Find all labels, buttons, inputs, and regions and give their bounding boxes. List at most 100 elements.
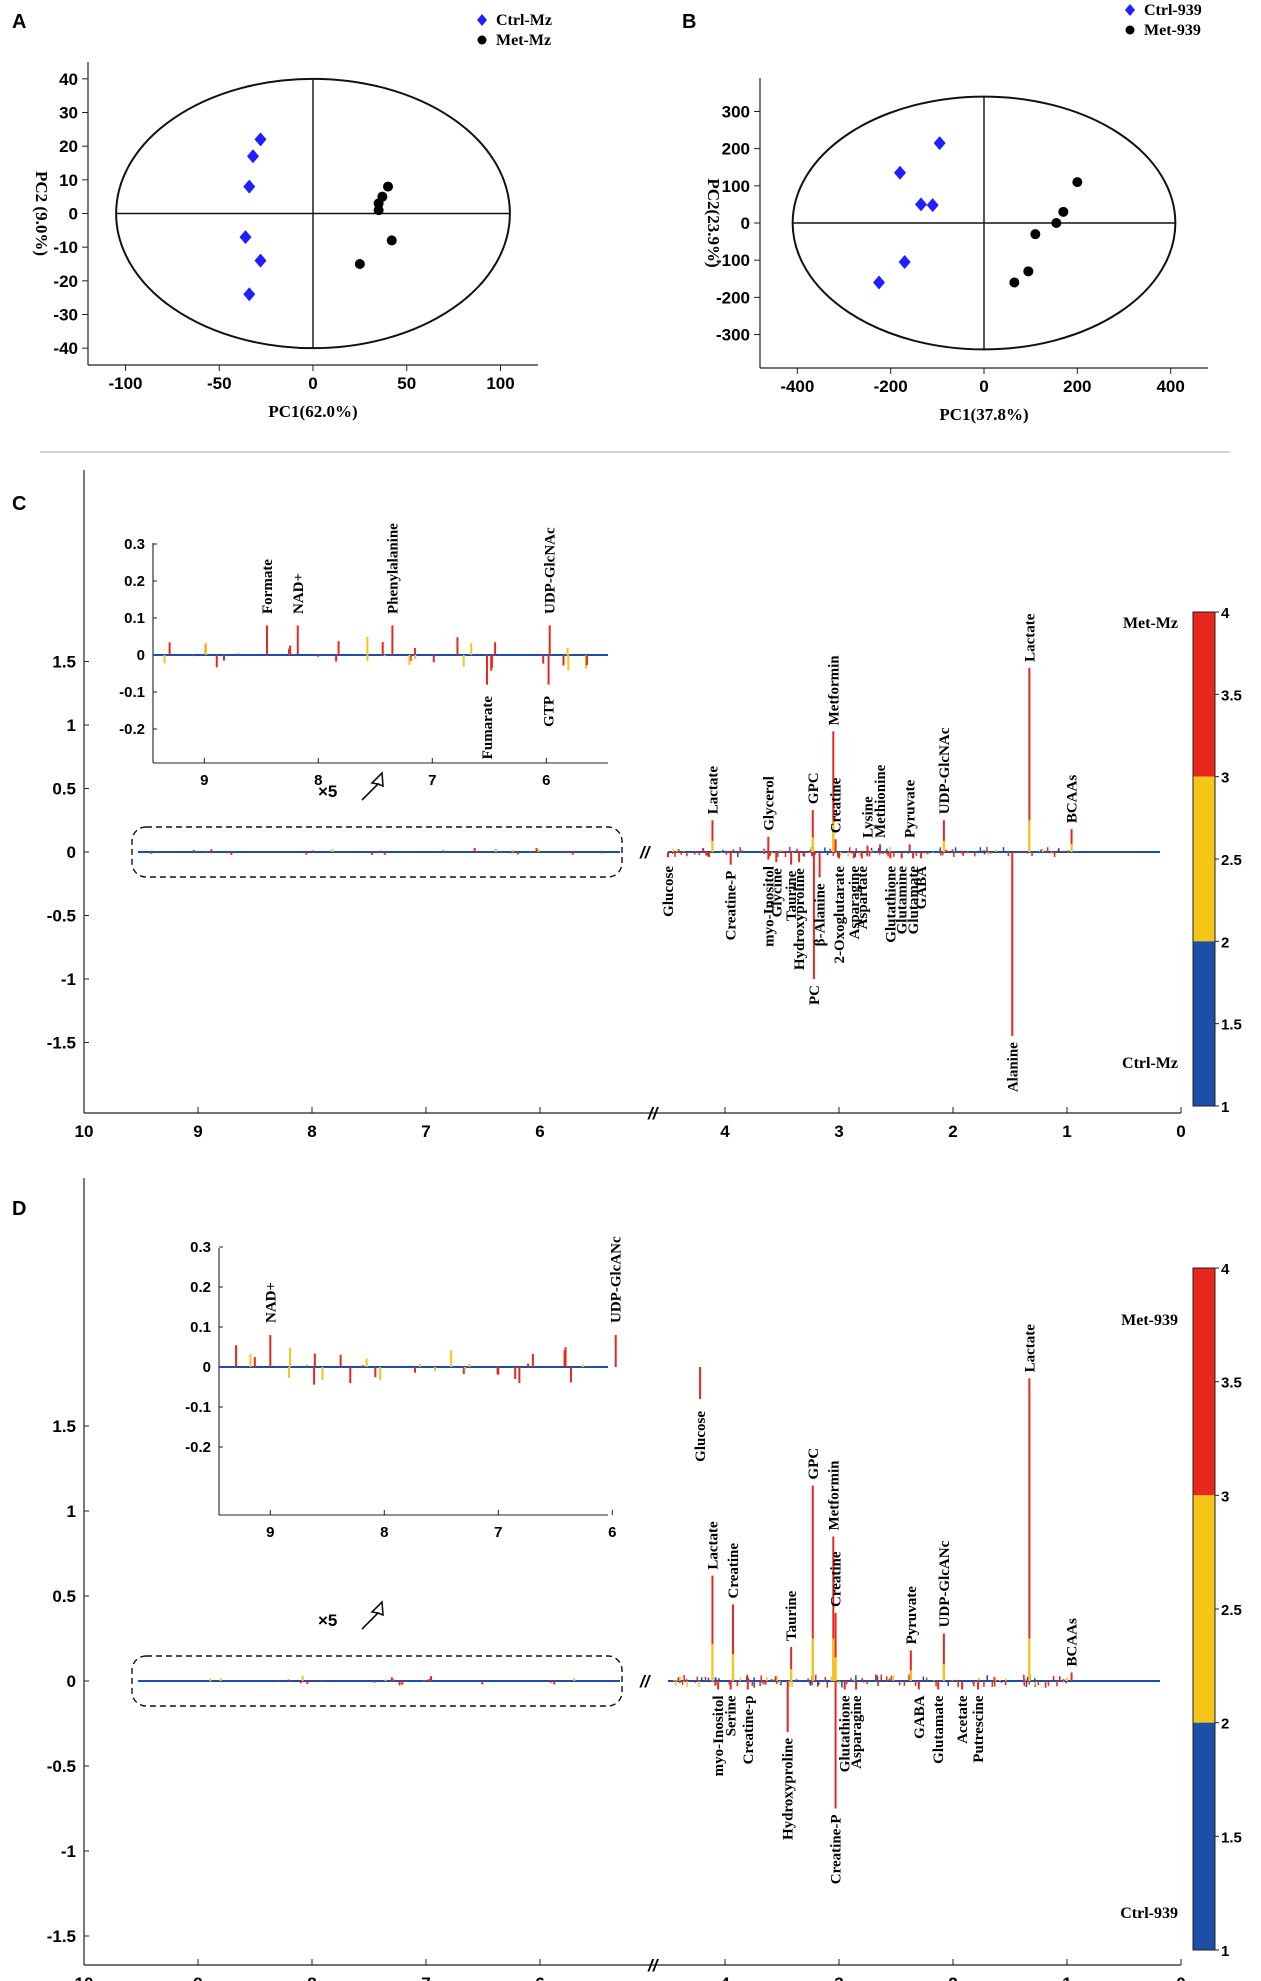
metabolite-label: Metformin (826, 655, 842, 726)
metabolite-label: Glutathione (838, 1695, 854, 1772)
y-tick-label: 40 (59, 70, 78, 89)
magnification-arrow-icon (361, 1600, 384, 1630)
data-point-Met-939 (1009, 277, 1020, 288)
panel-letter: B (682, 11, 696, 33)
inset-y-tick-label: -0.1 (185, 1399, 211, 1416)
x-tick-label: 9 (193, 1974, 202, 1981)
metabolite-label: 2-Oxoglutarate (832, 866, 848, 964)
x-tick-label: -200 (874, 377, 908, 396)
data-point-Ctrl-939 (933, 136, 946, 151)
x-tick-label: 0 (308, 374, 317, 393)
panel-letter: A (12, 11, 26, 33)
magnified-region-box (131, 826, 623, 878)
legend-B: Ctrl-939 Met-939 (1125, 2, 1202, 39)
axis-break-mark: // (647, 1104, 660, 1123)
x-tick-label: 7 (421, 1122, 430, 1141)
y-tick-label: -0.5 (47, 907, 76, 926)
colorbar-tick-label: 1.5 (1221, 1017, 1242, 1034)
y-tick-label: -0.5 (47, 1757, 76, 1776)
metabolite-label: Glutamate (931, 1695, 947, 1764)
x-tick-label: 7 (421, 1974, 430, 1981)
metabolite-label: Putrescine (971, 1695, 987, 1763)
x-tick-label: -400 (780, 377, 814, 396)
inset-x-tick-label: 9 (266, 1524, 274, 1541)
group-label-bottom: Ctrl-Mz (1122, 1055, 1178, 1072)
metabolite-label: Asparagine (847, 866, 863, 940)
data-point-Ctrl-Mz (254, 132, 267, 147)
colorbar-segment (1193, 941, 1215, 1106)
x-tick-label: 8 (307, 1122, 316, 1141)
metabolite-label: myo-Inositol (761, 866, 777, 947)
inset-metabolite-label: NAD+ (291, 573, 307, 614)
inset-y-tick-label: 0.3 (190, 1239, 211, 1256)
legend-marker (477, 14, 487, 26)
colorbar-tick-label: 3 (1221, 770, 1229, 787)
metabolite-label: Pyruvate (903, 779, 919, 838)
panel-letter: C (12, 493, 26, 515)
data-point-Ctrl-939 (915, 197, 927, 212)
metabolite-label: Lactate (1022, 1324, 1038, 1373)
y-tick-label: -20 (53, 272, 78, 291)
legend-A: Ctrl-Mz Met-Mz (477, 12, 552, 49)
y-tick-label: 100 (722, 177, 750, 196)
colorbar-segment (1193, 776, 1215, 942)
metabolite-label: Lactate (705, 766, 721, 815)
legend-label: Ctrl-939 (1144, 2, 1202, 19)
group-label-bottom: Ctrl-939 (1120, 1905, 1178, 1922)
x-tick-label: 0 (979, 377, 988, 396)
x-tick-label: 10 (75, 1974, 94, 1981)
metabolite-label: Creatine-P (724, 871, 740, 941)
inset-x-tick-label: 7 (428, 772, 436, 789)
x-tick-label: 1 (1062, 1974, 1071, 1981)
axis-break-mark: // (639, 1672, 652, 1691)
colorbar-tick-label: 3 (1221, 1488, 1229, 1505)
y-tick-label: 0 (67, 843, 76, 862)
metabolite-label: Glutamine (895, 866, 911, 935)
metabolite-label: Lysine (861, 796, 877, 838)
inset-y-tick-label: 0 (203, 1359, 211, 1376)
inset-x-tick-label: 9 (200, 772, 208, 789)
metabolite-label: Creatine-p (741, 1696, 757, 1765)
x-tick-label: -50 (207, 374, 232, 393)
colorbar-segment (1193, 612, 1215, 777)
x-tick-label: 0 (1176, 1122, 1185, 1141)
data-point-Ctrl-939 (894, 165, 906, 180)
inset-x-tick-label: 7 (494, 1524, 502, 1541)
colorbar-tick-label: 1 (1221, 1099, 1229, 1116)
metabolite-label: Glutamate (906, 866, 922, 935)
data-point-Ctrl-Mz (243, 287, 256, 302)
inset-y-tick-label: 0 (137, 647, 145, 664)
y-tick-label: -1.5 (47, 1927, 76, 1946)
x-tick-label: 8 (307, 1974, 316, 1981)
x-tick-label: 3 (834, 1974, 843, 1981)
metabolite-label: Alanine (1005, 1042, 1021, 1092)
colorbar-tick-label: 3.5 (1221, 687, 1242, 704)
y-tick-label: 0.5 (52, 1587, 76, 1606)
nmr-panel-C: C1.510.50-0.5-1-1.510 9 8 7 6 4 3 2 1 0////Lactat… (12, 470, 1242, 1141)
metabolite-label: BCAAs (1065, 1618, 1081, 1667)
y-tick-label: 0.5 (52, 780, 76, 799)
y-tick-label: 30 (59, 104, 78, 123)
y-tick-label: 0 (69, 205, 78, 224)
legend-label: Met-Mz (496, 32, 551, 49)
colorbar-segment (1193, 1268, 1215, 1496)
metabolite-label: Taurine (784, 870, 800, 921)
data-point-Ctrl-939 (873, 275, 885, 290)
magnification-arrow-icon (361, 771, 384, 801)
x-tick-label: 3 (834, 1122, 843, 1141)
y-tick-label: 1.5 (52, 1417, 76, 1436)
metabolite-label: Acetate (955, 1695, 971, 1744)
y-tick-label: 20 (59, 137, 78, 156)
colorbar-segment (1193, 1722, 1215, 1950)
x-tick-label: 2 (948, 1974, 957, 1981)
metabolite-label: Taurine (784, 1590, 800, 1641)
y-tick-label: -40 (53, 339, 78, 358)
y-axis-label: PC2(23.9%) (704, 178, 723, 267)
colorbar-tick-label: 2.5 (1221, 1602, 1242, 1619)
inset-y-tick-label: 0.2 (190, 1279, 211, 1296)
colorbar-segment (1193, 1495, 1215, 1723)
data-point-Met-939 (1030, 229, 1041, 240)
legend-label: Met-939 (1144, 22, 1201, 39)
inset-metabolite-label: Glucose (693, 1411, 709, 1462)
